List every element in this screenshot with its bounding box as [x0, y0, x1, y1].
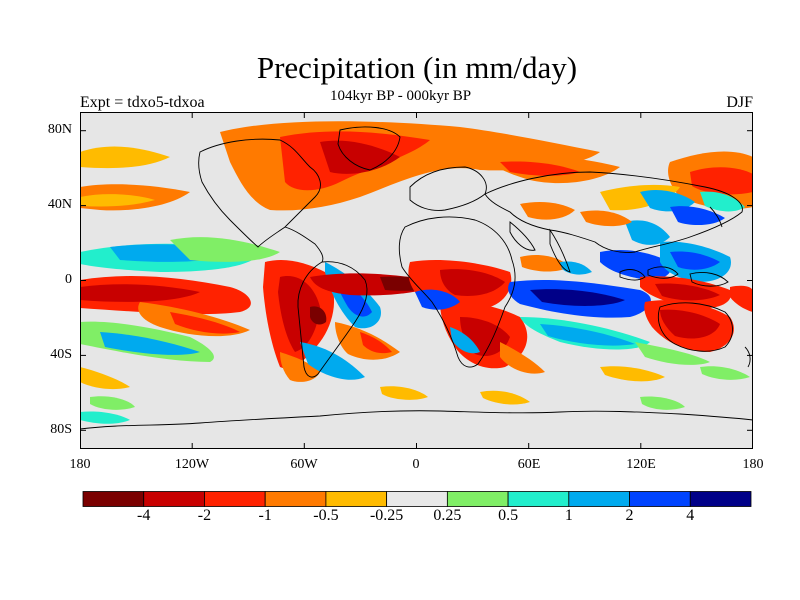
asia-coast	[484, 171, 743, 253]
new-guinea-coast	[689, 271, 729, 287]
colorbar-label-1: -2	[197, 507, 212, 524]
colorbar-label-7: 1	[564, 507, 573, 524]
south-america-coast	[297, 261, 368, 378]
colorbar-label-9: 4	[686, 507, 695, 524]
sumatra-coast	[619, 269, 646, 281]
lon-label-120w: 120W	[174, 457, 210, 472]
colorbar-swatch-6	[446, 491, 509, 507]
colorbar-swatch-5	[386, 491, 448, 507]
lat-label-40n: 40N	[47, 197, 72, 212]
lat-tick-marks	[80, 130, 753, 431]
map-panel	[80, 112, 753, 449]
lon-label-180e: 180	[742, 457, 764, 472]
precipitation-map	[80, 112, 753, 449]
lat-label-equator: 0	[65, 272, 72, 287]
lon-tick-marks	[191, 112, 642, 449]
experiment-label: Expt = tdxo5-tdxoa	[80, 94, 205, 111]
colorbar-swatch-8	[568, 491, 630, 507]
colorbar-swatch-0	[82, 491, 145, 507]
colorbar-swatch-10	[689, 491, 752, 507]
lat-label-80s: 80S	[50, 422, 72, 437]
lon-label-60w: 60W	[290, 457, 318, 472]
anomaly-fill	[80, 121, 753, 424]
coastlines	[80, 126, 753, 430]
colorbar	[82, 491, 752, 507]
season-label: DJF	[726, 94, 753, 111]
central-america-coast	[284, 226, 324, 263]
lat-label-40s: 40S	[50, 347, 72, 362]
borneo-coast	[647, 266, 679, 279]
colorbar-label-2: -1	[258, 507, 272, 524]
colorbar-swatch-7	[507, 491, 570, 507]
colorbar-swatch-4	[325, 491, 388, 507]
colorbar-label-6: 0.5	[498, 507, 519, 524]
japan-coast	[709, 206, 723, 228]
map-subtitle: 104kyr BP - 000kyr BP	[330, 88, 472, 104]
antarctica-coast	[80, 410, 753, 430]
colorbar-label-4: -0.25	[369, 507, 404, 524]
lon-label-60e: 60E	[517, 457, 541, 472]
colorbar-label-5: 0.25	[433, 507, 462, 524]
lon-label-120e: 120E	[626, 457, 656, 472]
colorbar-label-3: -0.5	[313, 507, 339, 524]
colorbar-swatch-3	[264, 491, 327, 507]
india-coast	[549, 228, 571, 273]
greenland-coast	[337, 126, 401, 171]
colorbar-label-8: 2	[625, 507, 634, 524]
lon-label-0: 0	[412, 457, 420, 472]
lon-label-180w: 180	[69, 457, 91, 472]
new-zealand-coast	[744, 346, 751, 368]
map-title: Precipitation (in mm/day)	[256, 50, 578, 85]
lat-label-80n: 80N	[47, 122, 72, 137]
arabia-coast	[509, 221, 536, 251]
australia-coast	[657, 302, 733, 352]
colorbar-label-0: -4	[137, 507, 151, 524]
africa-coast	[398, 216, 516, 368]
colorbar-swatch-1	[143, 491, 205, 507]
colorbar-swatch-9	[629, 491, 691, 507]
colorbar-swatch-2	[204, 491, 266, 507]
